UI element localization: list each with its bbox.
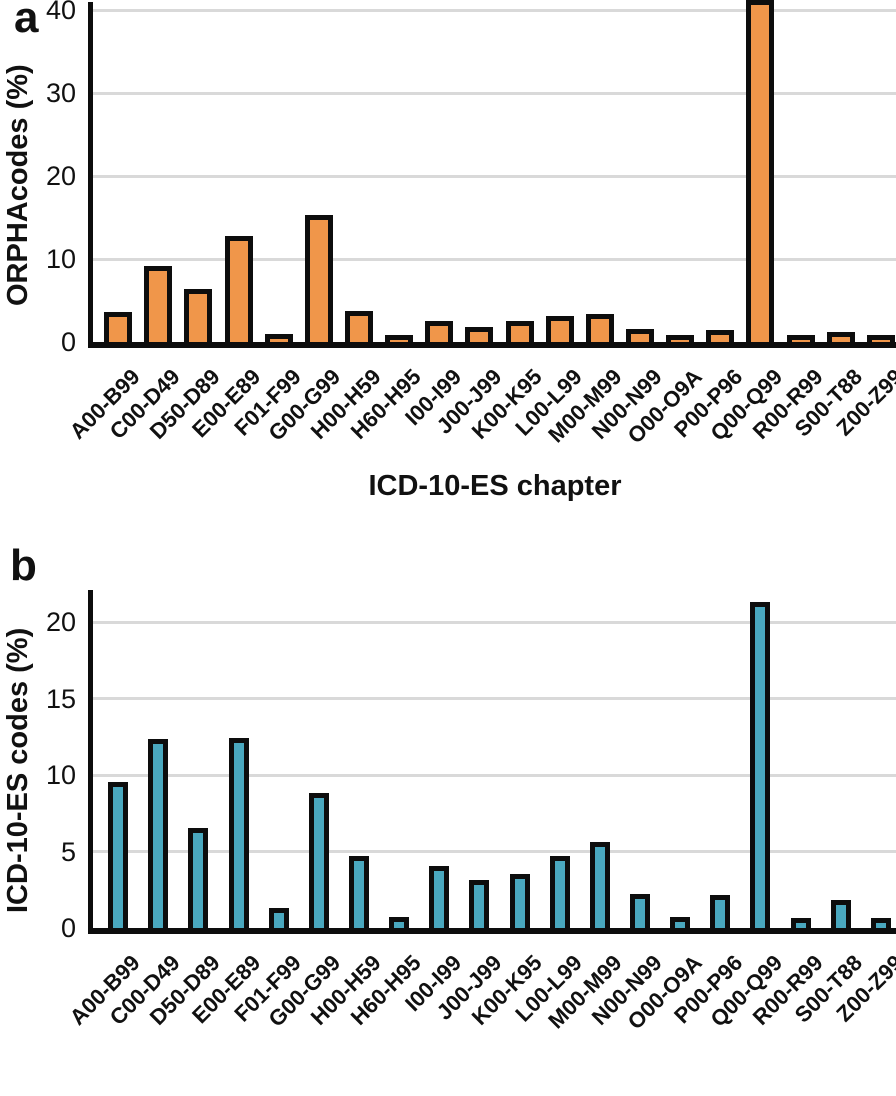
y-tick-label-0: 0	[60, 327, 76, 357]
bar-c00-d49	[144, 265, 173, 342]
panel-b-plot-area	[88, 590, 896, 934]
bar-g00-g99	[304, 215, 333, 342]
bar-o00-o9a	[666, 334, 695, 342]
bar-o00-o9a	[670, 916, 691, 928]
bar-m00-m99	[585, 313, 614, 342]
bar-i00-i99	[429, 866, 450, 928]
gridline-y-30	[93, 91, 896, 95]
bar-g00-g99	[308, 793, 329, 928]
bar-p00-p96	[706, 329, 735, 342]
panel-a-letter: a	[14, 0, 39, 42]
y-tick-label-10: 10	[45, 244, 76, 275]
panel-a-plot-area	[88, 0, 896, 348]
panel-a-x-axis-title: ICD-10-ES chapter	[368, 470, 622, 502]
bar-a00-b99	[108, 782, 129, 928]
bar-l00-l99	[549, 855, 570, 928]
bar-s00-t88	[830, 900, 851, 928]
gridline-y-5	[93, 850, 896, 854]
bar-l00-l99	[545, 316, 574, 342]
y-tick-label-10: 10	[45, 760, 76, 791]
bar-e00-e89	[228, 737, 249, 928]
y-tick-label-20: 20	[45, 607, 76, 638]
bar-h60-h95	[389, 916, 410, 928]
bar-p00-p96	[710, 895, 731, 928]
gridline-y-15	[93, 697, 896, 701]
bar-s00-t88	[826, 332, 855, 342]
gridline-y-10	[93, 773, 896, 777]
bar-z00-z99	[870, 918, 891, 928]
bar-i00-i99	[425, 321, 454, 342]
bar-h00-h59	[344, 311, 373, 342]
bar-q00-q99	[746, 0, 775, 342]
bar-f01-f99	[264, 333, 293, 342]
y-tick-label-0: 0	[60, 913, 76, 943]
panel-b-letter: b	[10, 541, 37, 590]
bar-f01-f99	[268, 907, 289, 928]
bar-h00-h59	[348, 855, 369, 928]
y-tick-label-5: 5	[60, 836, 76, 867]
bar-k00-k95	[505, 321, 534, 342]
bar-h60-h95	[385, 334, 414, 342]
panel-a-x-tick-labels: A00-B99 C00-D49 D50-D89 E00-E89 F01-F99 G00-G…	[65, 354, 896, 472]
y-tick-label-40: 40	[45, 0, 76, 26]
panel-b: b ICD-10-ES codes (%) A00-B99 C00-D49 D50-…	[0, 530, 896, 1096]
bar-c00-d49	[148, 739, 169, 928]
gridline-y-20	[93, 174, 896, 178]
bar-r00-r99	[790, 918, 811, 928]
bar-j00-j99	[469, 880, 490, 928]
bar-n00-n99	[626, 328, 655, 342]
y-tick-label-30: 30	[45, 78, 76, 109]
y-tick-label-20: 20	[45, 161, 76, 192]
bar-n00-n99	[630, 893, 651, 928]
bar-j00-j99	[465, 327, 494, 342]
bar-z00-z99	[866, 335, 895, 342]
gridline-y-20	[93, 620, 896, 624]
bar-q00-q99	[750, 601, 771, 928]
panel-b-x-tick-labels: A00-B99 C00-D49 D50-D89 E00-E89 F01-F99 G00-G…	[65, 940, 896, 1060]
bar-e00-e89	[224, 235, 253, 342]
bar-a00-b99	[104, 312, 133, 342]
gridline-y-10	[93, 257, 896, 261]
gridline-y-40	[93, 8, 896, 12]
bar-d50-d89	[184, 288, 213, 342]
bar-k00-k95	[509, 874, 530, 928]
y-tick-label-15: 15	[45, 683, 76, 714]
bar-m00-m99	[589, 841, 610, 928]
bar-d50-d89	[188, 828, 209, 928]
bar-r00-r99	[786, 335, 815, 342]
panel-a: a ORPHAcodes (%) A00-B99 C00-D49 D50-D89 E0…	[0, 0, 896, 530]
